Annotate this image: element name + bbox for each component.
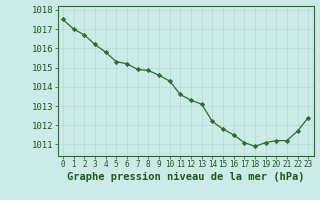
X-axis label: Graphe pression niveau de la mer (hPa): Graphe pression niveau de la mer (hPa) (67, 172, 304, 182)
